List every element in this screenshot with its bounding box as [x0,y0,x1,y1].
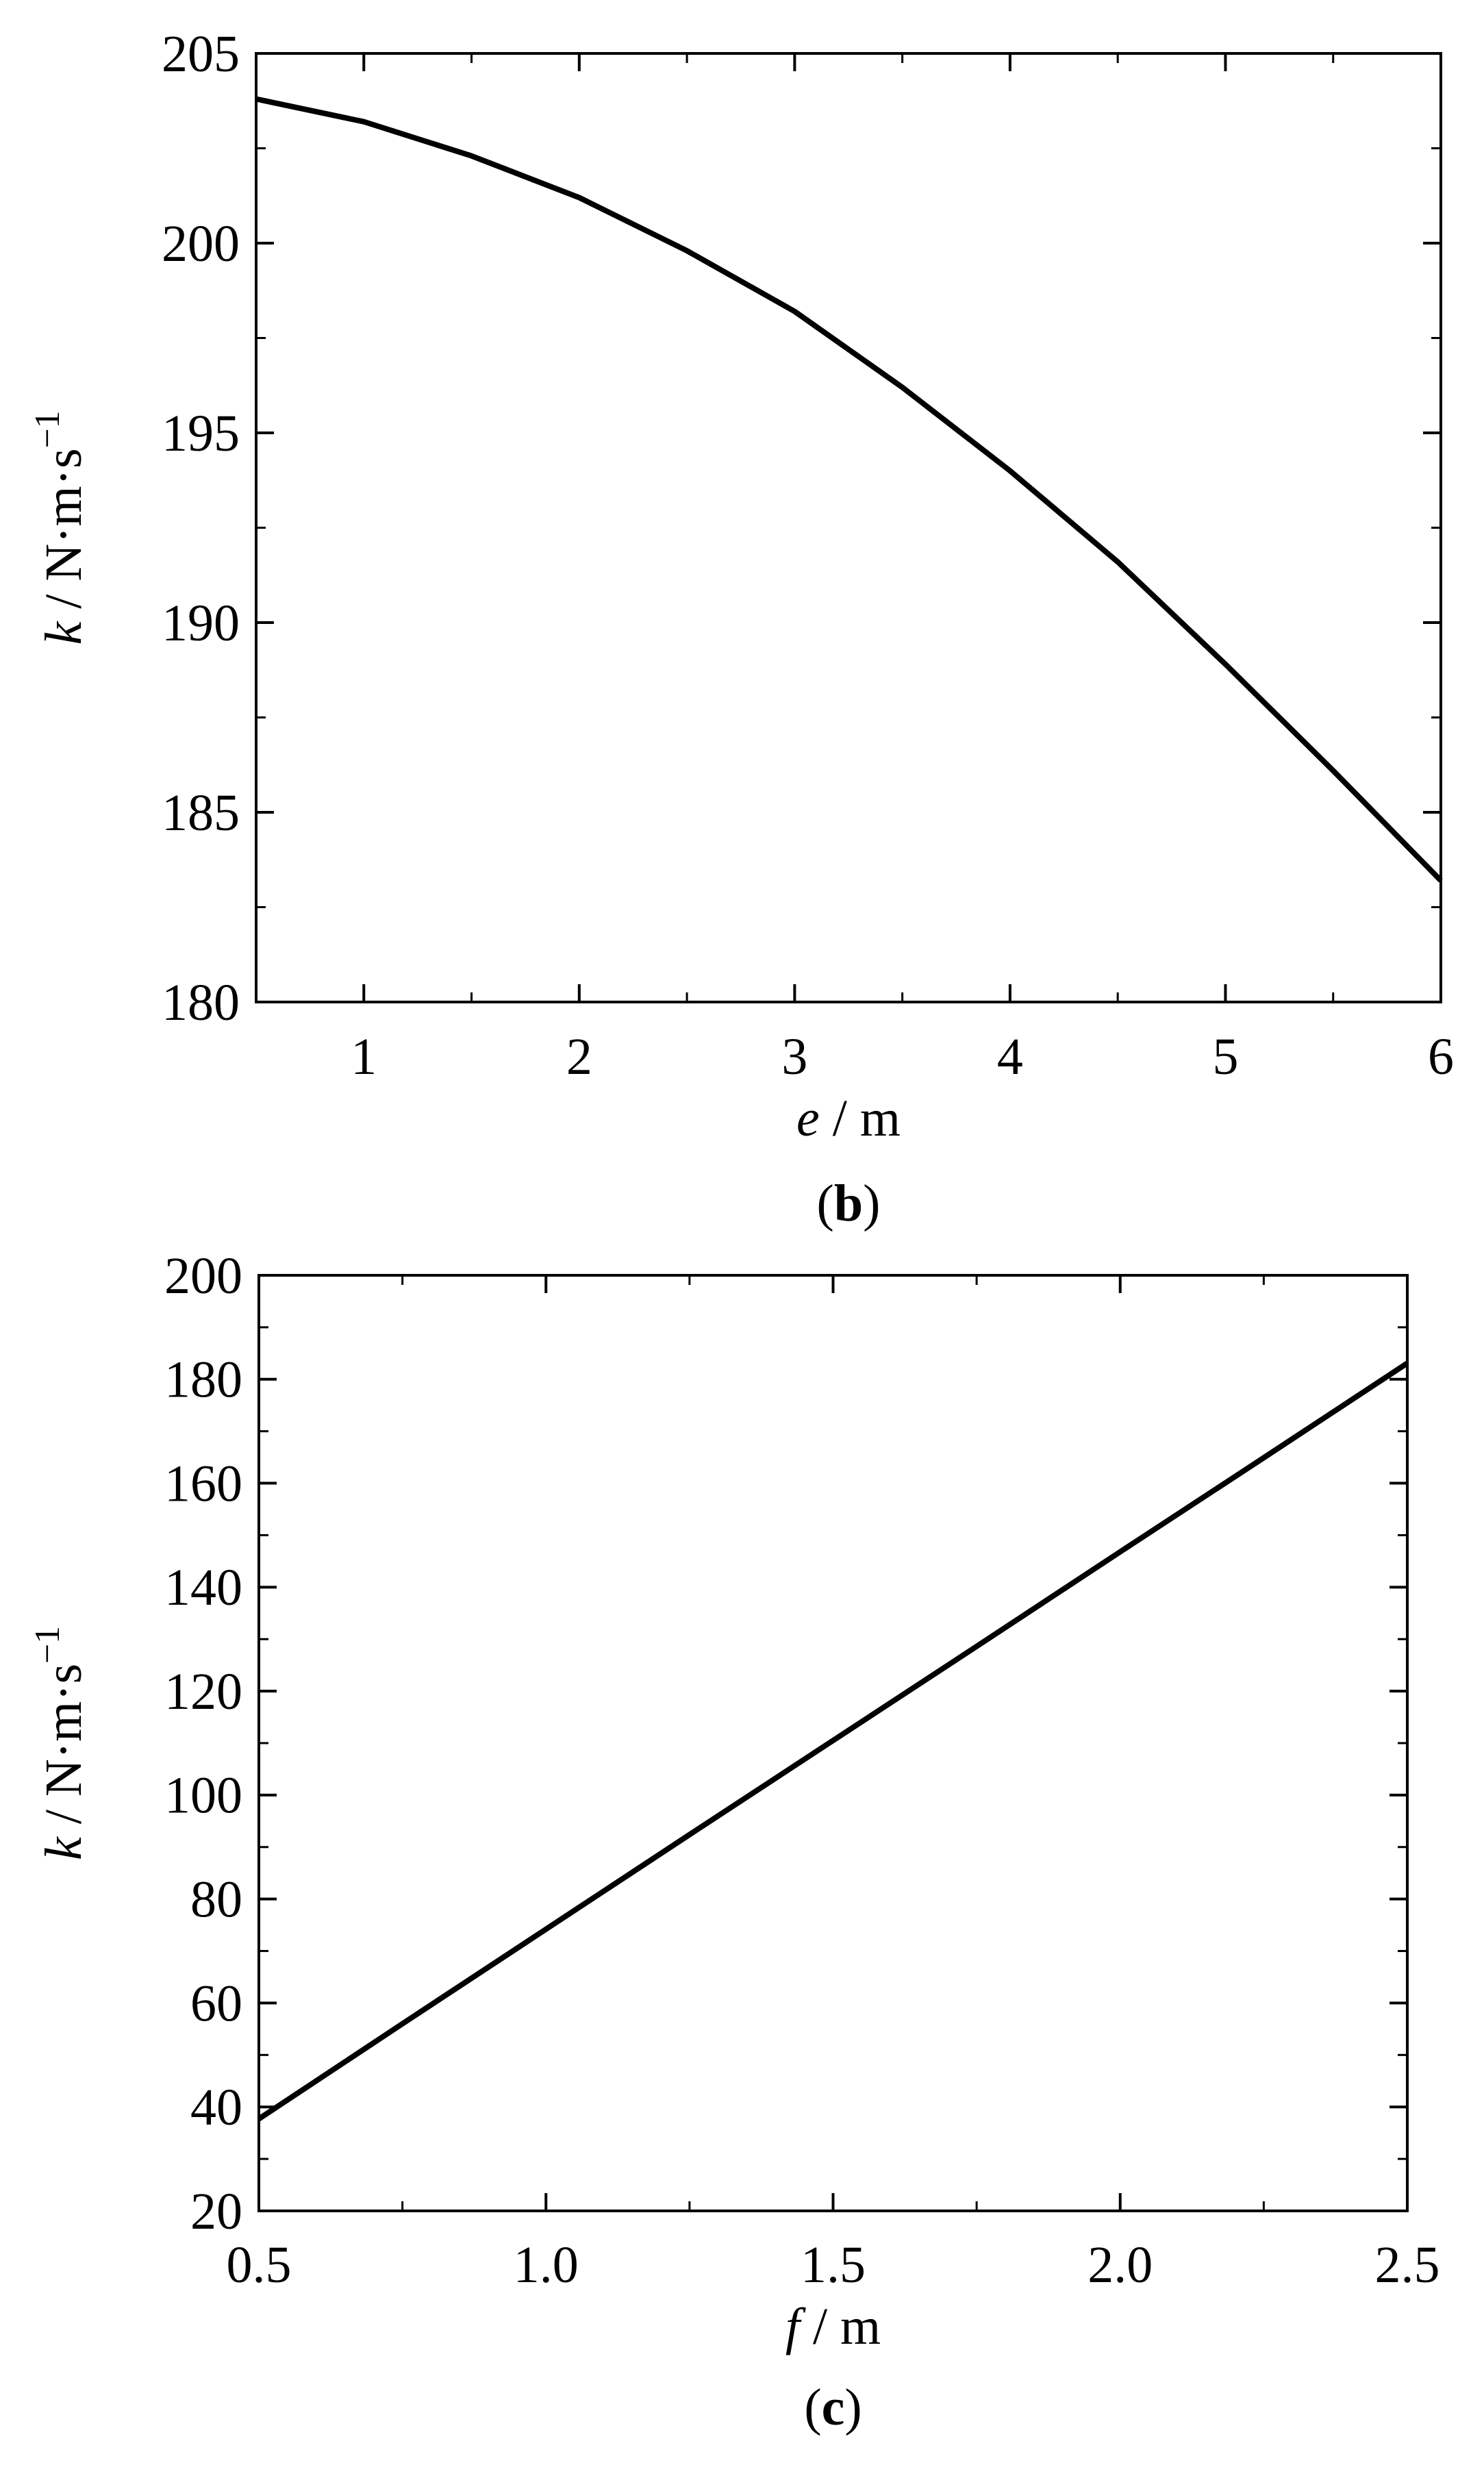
x-axis-unit: / m [800,2298,881,2355]
plot-frame [255,52,1442,1003]
x-tick-label: 1 [351,1028,377,1086]
x-tick-label: 1.0 [514,2236,579,2294]
chart-c: 0.5 1.0 1.5 2.0 2.5 20 40 60 80 100 120 140 160 180 20… [28,1247,1439,2436]
y-axis-variable: k [35,1836,92,1860]
x-tick-label: 2.0 [1087,2236,1153,2294]
y-axis-variable: k [35,621,92,645]
x-tick-label: 2.5 [1375,2236,1440,2294]
y-tick-label: 40 [190,2079,242,2136]
series-line [257,1360,1409,2122]
x-tick-label: 2 [566,1028,592,1086]
x-axis-unit: / m [820,1090,901,1147]
y-tick-label: 60 [190,1975,242,2032]
y-tick-label: 180 [164,1351,242,1409]
chart-b: 1 2 3 4 5 6 180 185 190 195 200 205 e / m k / N·m·s−1… [28,25,1454,1232]
panel-letter: b [834,1175,863,1232]
y-axis-superscript: −1 [28,1626,67,1664]
panel-label: (b) [817,1175,881,1232]
y-tick-label: 140 [164,1559,242,1616]
x-tick-label: 3 [781,1028,807,1086]
x-tick-label: 0.5 [227,2236,292,2294]
y-axis-label: k / N·m·s−1 [28,410,92,644]
x-axis-label: e / m [796,1090,901,1147]
y-tick-label: 190 [162,595,240,652]
y-tick-label: 195 [162,405,240,462]
x-tick-label: 4 [997,1028,1023,1086]
y-axis-label: k / N·m·s−1 [28,1626,92,1860]
series-line [255,96,1443,883]
y-axis-unit: / N·m·s [35,1664,92,1837]
y-axis-superscript: −1 [28,410,67,448]
y-tick-label: 200 [164,1247,242,1305]
y-tick-label: 160 [164,1455,242,1512]
y-tick-label: 100 [164,1767,242,1825]
y-tick-label: 20 [190,2183,242,2240]
x-tick-label: 5 [1212,1028,1238,1086]
panel-label: (c) [804,2379,862,2436]
panel-letter: c [822,2379,845,2436]
x-axis-label: f / m [785,2298,881,2355]
y-axis-unit: / N·m·s [35,448,92,621]
y-tick-label: 185 [162,784,240,842]
x-axis-variable: e [796,1090,820,1147]
y-tick-label: 205 [162,25,240,83]
y-tick-label: 200 [162,215,240,273]
x-tick-label: 6 [1428,1028,1454,1086]
y-tick-label: 120 [164,1663,242,1720]
y-tick-label: 80 [190,1871,242,1929]
y-tick-label: 180 [162,974,240,1031]
x-tick-label: 1.5 [801,2236,866,2294]
